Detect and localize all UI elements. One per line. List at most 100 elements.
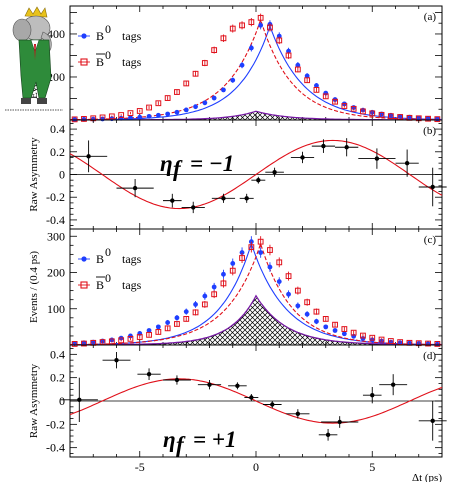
panel-1-legend-label: B — [96, 29, 104, 43]
panel-4-asymmetry-fit — [69, 378, 443, 424]
panel-2-ylabel: Raw Asymmetry — [28, 137, 40, 212]
panel-3-point-b0bar — [257, 238, 264, 245]
panel-1-point-b0 — [304, 73, 310, 79]
panel-3-point-b0bar — [276, 259, 283, 266]
panel-2-eta-value: = −1 — [190, 151, 234, 176]
panel-2-ytick-label: 0 — [59, 168, 65, 182]
panel-1-point-b0bar — [434, 116, 441, 123]
panel-1-point-b0 — [239, 62, 245, 68]
panel-4-point — [207, 382, 212, 387]
panel-4-point — [77, 397, 82, 403]
panel-1-point-b0 — [174, 109, 180, 115]
babar-elephant-logo — [5, 6, 63, 111]
panel-1-point-b0 — [258, 22, 264, 28]
panel-3-legend-label: B — [96, 278, 104, 292]
panel-3-point-b0bar — [211, 291, 218, 298]
panel-1-point-b0bar — [248, 19, 255, 26]
panel-1-point-b0 — [286, 48, 291, 54]
panel-1-point-b0 — [295, 62, 301, 68]
panel-2-point — [191, 205, 196, 210]
panel-1-point-b0 — [276, 33, 282, 39]
panel-3-point-b0bar — [425, 340, 431, 347]
panel-3-point-b0bar — [146, 331, 152, 338]
panel-1-point-b0 — [193, 104, 198, 110]
panel-1-point-b0bar — [211, 47, 218, 53]
panel-3-point-b0bar — [220, 280, 227, 287]
panel-1-point-b0bar — [229, 25, 236, 32]
panel-1-point-b0 — [314, 83, 319, 88]
panel-3-point-b0bar — [304, 299, 311, 306]
panel-1-point-b0bar — [350, 105, 357, 112]
panel-1-point-b0bar — [155, 100, 162, 107]
panel-3-point-b0 — [323, 324, 329, 330]
panel-1-point-b0bar — [397, 114, 404, 120]
panel-3-point-b0bar — [267, 247, 273, 253]
panel-2-point — [344, 145, 349, 150]
panel-3-ytick-label: 300 — [47, 229, 65, 243]
panel-1-point-b0bar — [174, 89, 180, 95]
panel-1-point-b0bar — [369, 110, 376, 117]
panel-3-point-b0bar — [378, 336, 385, 343]
panel-4-point — [370, 392, 375, 398]
panel-4-point — [325, 432, 331, 438]
panel-1-point-b0bar — [322, 93, 329, 100]
elephant-foot-right-icon — [37, 98, 47, 104]
panel-2-point — [430, 184, 435, 190]
panel-3-point-b0 — [258, 250, 264, 255]
panel-2-ytick-label: 0.2 — [50, 145, 65, 159]
panel-4-eta-subscript: f — [176, 432, 186, 457]
panel-3-point-b0bar — [332, 321, 338, 328]
panel-1-legend-sup: 0 — [105, 22, 111, 36]
panel-3-point-b0 — [248, 239, 254, 245]
panel-3-point-b0bar — [322, 316, 329, 322]
panel-1-point-b0 — [183, 107, 189, 113]
panel-3-point-b0 — [155, 324, 161, 330]
panel-1-point-b0 — [211, 95, 217, 101]
panel-1-legend-sup: 0 — [105, 48, 111, 62]
panel-3-background-curve — [70, 294, 442, 346]
panel-3-point-b0 — [314, 319, 319, 324]
panel-3-point-b0bar — [248, 244, 255, 251]
panel-1-point-b0bar — [164, 95, 171, 101]
panel-3-point-b0 — [295, 303, 301, 309]
panel-2-point — [300, 155, 305, 160]
panel-4-point — [146, 371, 152, 377]
panel-1-point-b0bar — [71, 116, 78, 123]
panel-3-point-b0 — [193, 302, 198, 307]
panel-2-ytick-label: -0.2 — [46, 190, 65, 204]
panel-1-point-b0 — [137, 114, 143, 120]
panel-3-point-b0 — [304, 311, 310, 317]
elephant-foot-left-icon — [21, 98, 31, 104]
panel-1-point-b0bar — [118, 112, 125, 118]
panel-3-point-b0bar — [108, 338, 115, 345]
panel-3-point-b0bar — [164, 325, 171, 332]
panel-2-letter: (b) — [423, 125, 436, 137]
panel-1-point-b0bar — [267, 24, 273, 31]
panel-3-ylabel: Events / (0.4 ps) — [28, 251, 40, 323]
panel-3-point-b0bar — [350, 329, 357, 336]
panel-1-legend-suffix: tags — [122, 55, 142, 69]
panel-2-eta-subscript: f — [173, 156, 183, 181]
panel-3-point-b0 — [146, 328, 152, 333]
panel-2-point — [132, 185, 138, 191]
panel-3-point-b0 — [332, 328, 338, 333]
panel-1-point-b0bar — [387, 113, 394, 120]
panel-1-ytick-label: 400 — [47, 27, 65, 41]
panel-1-point-b0bar — [378, 111, 385, 118]
panel-1-point-b0bar — [276, 37, 283, 44]
panel-3-point-b0 — [286, 291, 291, 297]
panel-2-eta-symbol: η — [160, 151, 173, 176]
panel-1-point-b0bar — [425, 115, 431, 122]
panel-1-point-b0 — [146, 113, 152, 119]
panel-4-ytick-label: -0.2 — [46, 417, 65, 431]
panel-2-point — [256, 177, 261, 183]
panel-1-point-b0 — [202, 100, 208, 106]
panel-3-point-b0bar — [294, 287, 301, 294]
panel-3-point-b0 — [267, 264, 273, 270]
panel-2-point — [221, 196, 226, 201]
panel-1-point-b0bar — [332, 98, 338, 105]
panel-3-point-b0 — [174, 315, 180, 321]
panel-3-point-b0 — [276, 279, 282, 284]
panel-3-point-b0 — [202, 293, 208, 299]
panel-2-asymmetry-fit — [69, 139, 443, 210]
